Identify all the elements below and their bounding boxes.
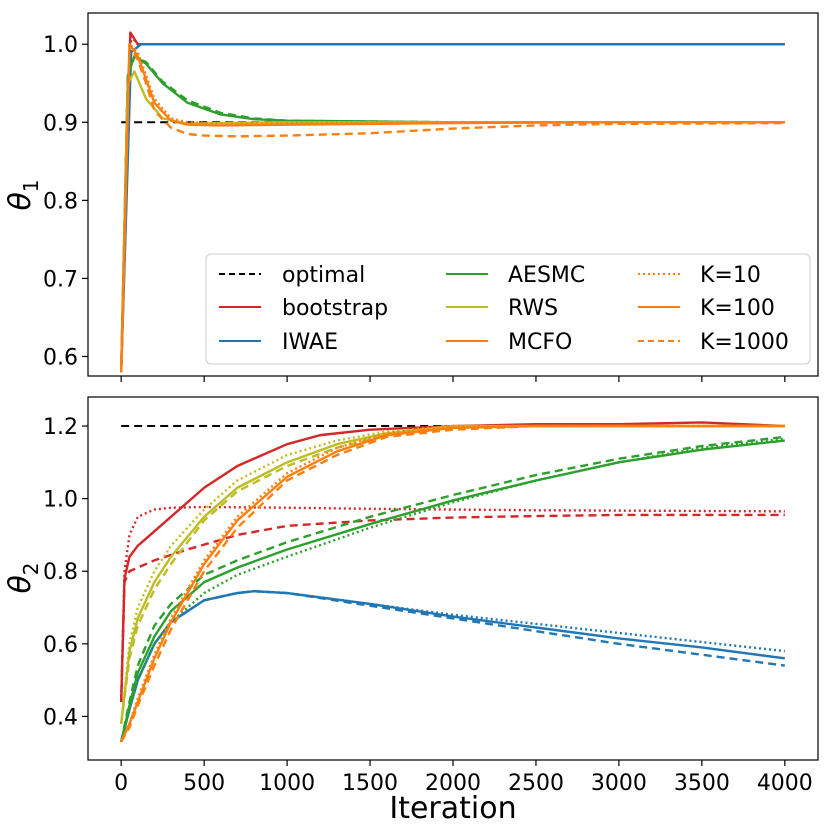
bottom-xtick-label: 1000 [259, 771, 315, 796]
bottom-xtick-label: 4000 [757, 771, 813, 796]
top-ticks: 0.6 0.7 0.8 0.9 1.0 [43, 33, 786, 382]
top-panel: 0.6 0.7 0.8 0.9 1.0 θ1 optimal bootstrap IWA… [3, 12, 819, 382]
legend-label-k10: K=10 [700, 263, 761, 288]
top-ytick-label: 0.6 [43, 345, 78, 370]
bottom-ytick-label: 0.8 [43, 560, 78, 585]
bottom-xtick-label: 3500 [674, 771, 730, 796]
top-series-group [119, 31, 785, 373]
bottom-xtick-label: 1500 [342, 771, 398, 796]
bottom-ytick-label: 1.2 [43, 415, 78, 440]
bottom-series-mcfo-k-1000 [120, 424, 785, 743]
top-ytick-label: 0.8 [43, 189, 78, 214]
x-axis-label: Iteration [389, 791, 516, 826]
top-ytick-label: 1.0 [43, 33, 78, 58]
legend: optimal bootstrap IWAE AESMC RWS MCFO K=… [205, 253, 811, 365]
legend-label-optimal: optimal [282, 263, 365, 288]
legend-frame [205, 253, 811, 365]
bottom-ticks: 0 500 1000 1500 2000 2500 3000 3500 4000 0.4 0.6 0.… [43, 415, 813, 796]
top-ytick-label: 0.9 [43, 111, 78, 136]
bottom-ytick-label: 1.0 [43, 488, 78, 513]
bottom-series-bootstrap-k-100 [119, 421, 785, 702]
bottom-series-bootstrap-k-10 [119, 505, 785, 702]
top-series-iwae-k-100 [119, 43, 785, 373]
legend-label-k100: K=100 [700, 296, 775, 321]
bottom-ylabel: θ2 [3, 562, 43, 593]
bottom-series-iwae-k-1000 [120, 590, 785, 743]
bottom-series-bootstrap-k-1000 [119, 513, 785, 702]
legend-label-mcfo: MCFO [508, 330, 572, 355]
top-series-mcfo-k-1000 [119, 43, 785, 373]
bottom-ytick-label: 0.6 [43, 633, 78, 658]
legend-label-k1000: K=1000 [700, 330, 789, 355]
bottom-ytick-label: 0.4 [43, 705, 78, 730]
bottom-series-aesmc-k-100 [120, 439, 785, 743]
bottom-xtick-label: 2500 [508, 771, 564, 796]
bottom-panel: 0 500 1000 1500 2000 2500 3000 3500 4000 0.4 0.6 0.… [3, 396, 819, 826]
bottom-xtick-label: 0 [114, 771, 128, 796]
bottom-series-aesmc-k-1000 [120, 435, 785, 743]
legend-label-aesmc: AESMC [508, 263, 585, 288]
bottom-xtick-label: 500 [183, 771, 225, 796]
bottom-series-mcfo-k-10 [120, 424, 785, 743]
bottom-xtick-label: 2000 [425, 771, 481, 796]
bottom-series-aesmc-k-10 [120, 437, 785, 743]
legend-label-rws: RWS [508, 296, 558, 321]
bottom-series-rws-k-10 [119, 424, 785, 724]
top-series-mcfo-k-100 [119, 43, 785, 373]
top-ylabel: θ1 [3, 179, 43, 210]
bottom-xtick-label: 3000 [591, 771, 647, 796]
bottom-series-group [119, 421, 785, 743]
legend-label-iwae: IWAE [282, 330, 338, 355]
top-ytick-label: 0.7 [43, 267, 78, 292]
bottom-series-iwae-k-10 [120, 590, 785, 743]
bottom-series-mcfo-k-100 [120, 424, 785, 743]
bottom-plot-frame [87, 396, 819, 761]
legend-label-bootstrap: bootstrap [282, 296, 388, 321]
